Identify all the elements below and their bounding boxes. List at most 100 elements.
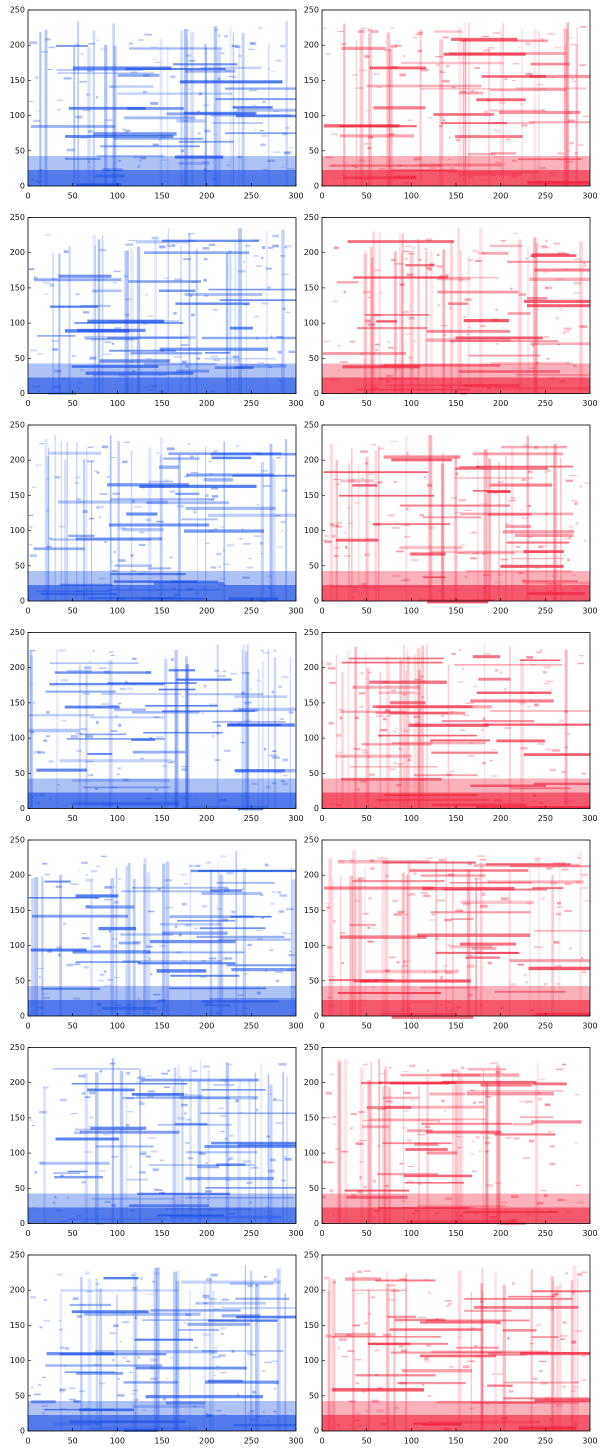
texture bbox=[96, 471, 100, 474]
texture bbox=[549, 1145, 555, 1148]
texture bbox=[328, 858, 332, 1016]
texture bbox=[476, 1355, 482, 1358]
texture bbox=[246, 1181, 253, 1185]
texture bbox=[371, 1399, 379, 1403]
texture bbox=[246, 1351, 253, 1355]
texture bbox=[74, 43, 80, 46]
texture bbox=[388, 665, 391, 809]
texture bbox=[46, 509, 49, 513]
texture bbox=[261, 552, 264, 555]
texture bbox=[384, 364, 501, 367]
texture bbox=[422, 576, 446, 578]
texture bbox=[218, 583, 227, 586]
texture bbox=[33, 750, 41, 754]
texture bbox=[463, 1365, 470, 1369]
texture bbox=[42, 862, 48, 865]
texture bbox=[31, 1400, 56, 1404]
texture bbox=[194, 927, 198, 930]
texture bbox=[580, 325, 588, 328]
texture bbox=[329, 1073, 335, 1076]
texture bbox=[351, 1289, 407, 1292]
texture bbox=[63, 250, 69, 254]
y-tick-label: 100 bbox=[304, 319, 319, 328]
texture bbox=[268, 42, 270, 186]
y-tick-label: 0 bbox=[314, 804, 319, 813]
texture bbox=[162, 863, 166, 1016]
texture bbox=[403, 960, 406, 963]
texture bbox=[529, 367, 536, 369]
texture bbox=[218, 565, 222, 569]
texture bbox=[110, 573, 186, 576]
texture bbox=[64, 329, 130, 333]
texture bbox=[204, 1162, 209, 1164]
texture bbox=[284, 246, 287, 249]
texture bbox=[188, 239, 196, 242]
y-tick-label: 0 bbox=[314, 597, 319, 606]
x-tick-label: 250 bbox=[244, 1022, 259, 1031]
texture bbox=[480, 1283, 483, 1431]
texture bbox=[214, 1347, 218, 1349]
texture bbox=[188, 59, 196, 62]
texture bbox=[357, 1190, 363, 1194]
texture bbox=[487, 512, 532, 516]
texture bbox=[352, 484, 378, 487]
texture bbox=[568, 525, 573, 529]
texture bbox=[335, 654, 338, 809]
texture bbox=[107, 483, 189, 487]
texture bbox=[173, 312, 177, 315]
texture bbox=[42, 996, 50, 1000]
texture bbox=[411, 1099, 414, 1102]
texture bbox=[44, 293, 49, 295]
texture bbox=[273, 1383, 278, 1385]
texture bbox=[355, 1382, 359, 1385]
texture bbox=[72, 950, 151, 954]
texture bbox=[402, 1127, 408, 1130]
texture bbox=[68, 246, 71, 394]
texture bbox=[213, 1374, 217, 1377]
texture bbox=[341, 962, 345, 965]
texture bbox=[396, 784, 401, 787]
texture bbox=[420, 874, 486, 877]
texture bbox=[175, 1280, 180, 1431]
texture bbox=[67, 669, 92, 673]
texture bbox=[343, 555, 351, 558]
texture bbox=[111, 561, 114, 563]
x-tick-label: 100 bbox=[404, 192, 419, 201]
texture bbox=[128, 280, 202, 283]
texture bbox=[222, 549, 226, 552]
texture bbox=[285, 126, 290, 129]
texture bbox=[571, 1340, 577, 1344]
texture bbox=[363, 254, 368, 394]
texture bbox=[159, 922, 222, 926]
texture bbox=[80, 728, 88, 731]
texture bbox=[386, 656, 389, 809]
texture bbox=[122, 1097, 231, 1099]
texture bbox=[29, 650, 32, 809]
texture bbox=[385, 1184, 389, 1187]
texture bbox=[95, 721, 99, 724]
texture bbox=[368, 941, 375, 943]
texture bbox=[69, 1387, 76, 1389]
texture bbox=[85, 735, 93, 738]
texture bbox=[481, 728, 484, 732]
texture bbox=[213, 359, 220, 361]
texture bbox=[337, 1059, 342, 1224]
texture bbox=[237, 1393, 240, 1397]
texture bbox=[390, 440, 398, 443]
texture bbox=[109, 704, 118, 707]
texture bbox=[352, 850, 357, 1016]
texture bbox=[475, 465, 573, 468]
texture bbox=[178, 1076, 183, 1079]
texture bbox=[162, 1397, 167, 1401]
texture bbox=[91, 1197, 175, 1200]
texture bbox=[96, 505, 104, 509]
texture bbox=[65, 157, 101, 161]
texture bbox=[250, 1166, 259, 1169]
texture bbox=[525, 42, 531, 46]
texture bbox=[103, 670, 110, 674]
texture bbox=[390, 1351, 503, 1354]
texture bbox=[134, 1316, 137, 1320]
texture bbox=[93, 470, 98, 473]
texture bbox=[447, 873, 455, 877]
texture bbox=[524, 753, 590, 756]
